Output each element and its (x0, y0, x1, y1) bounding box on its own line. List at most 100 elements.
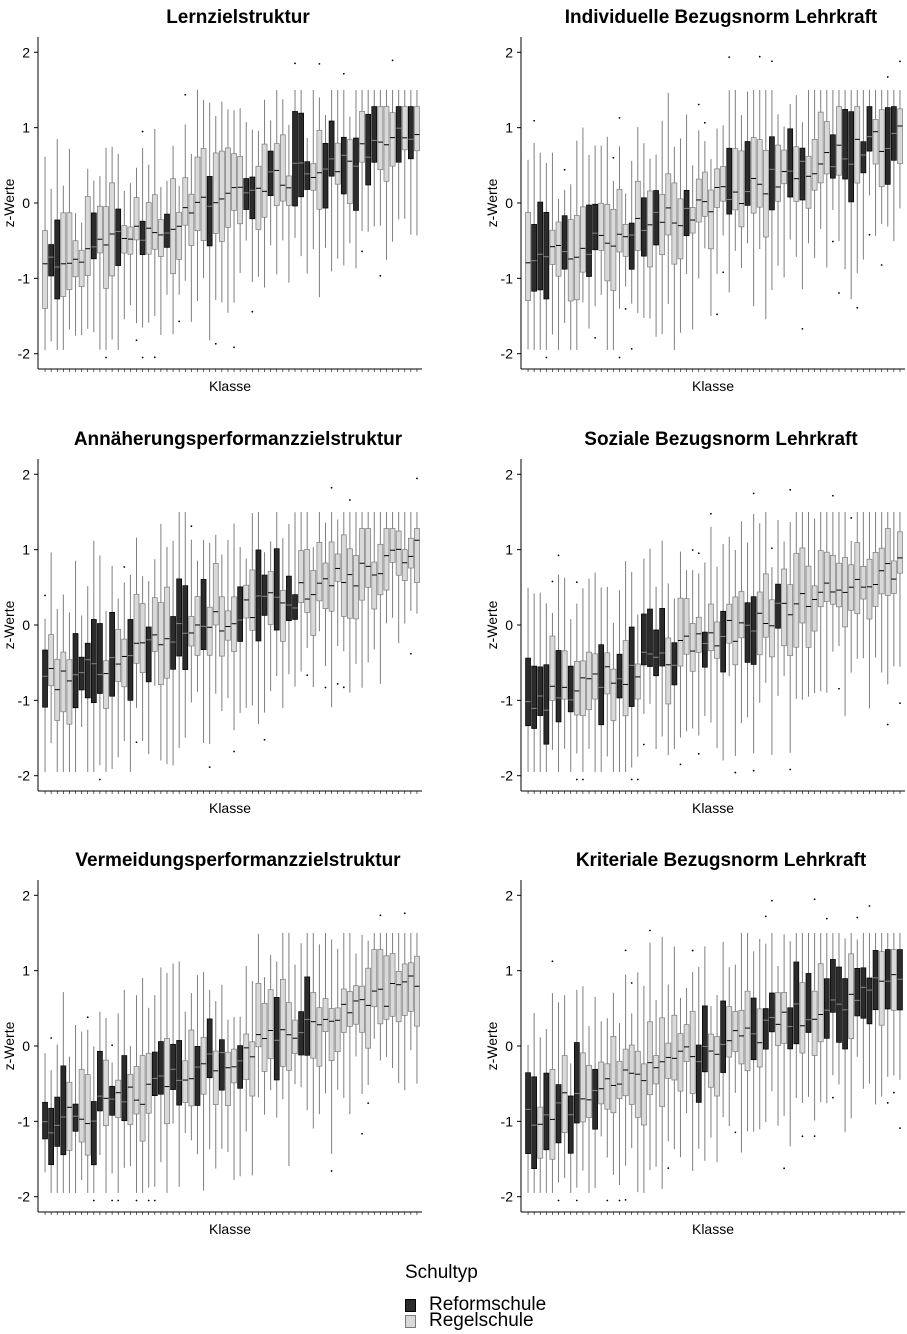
outlier-point (233, 346, 235, 349)
box-class-3 (54, 1044, 61, 1193)
box-class-15 (610, 992, 617, 1175)
box-regelschule (133, 197, 140, 241)
box-class-50 (823, 917, 830, 1104)
box-reformschule (744, 141, 751, 206)
box-regelschule (897, 531, 903, 574)
box-class-3 (54, 139, 61, 350)
box-class-7 (561, 577, 568, 749)
box-regelschule (401, 549, 408, 581)
outlier-point (86, 1016, 89, 1019)
box-class-12 (592, 572, 598, 772)
box-reformschule (353, 137, 359, 211)
box-reformschule (543, 664, 550, 745)
box-regelschule (775, 144, 781, 202)
box-regelschule (170, 178, 176, 275)
outlier-point (734, 1131, 737, 1134)
box-class-51 (347, 499, 353, 693)
box-class-19 (634, 614, 641, 781)
box-regelschule (401, 963, 408, 1016)
outlier-point (409, 652, 412, 655)
outlier-point (734, 771, 737, 774)
box-class-44 (304, 138, 311, 274)
box-class-42 (292, 62, 298, 238)
box-regelschule (634, 1050, 641, 1118)
box-class-48 (811, 898, 818, 1138)
box-class-28 (689, 949, 696, 1171)
box-class-36 (738, 932, 745, 1153)
box-class-55 (854, 511, 861, 659)
box-regelschule (738, 1009, 745, 1065)
box-class-30 (702, 946, 708, 1161)
box-class-17 (139, 130, 146, 359)
y-tick-label: 1 (22, 120, 30, 136)
box-regelschule (616, 1060, 623, 1099)
box-regelschule (279, 978, 286, 1067)
box-reformschule (799, 147, 806, 201)
box-regelschule (408, 537, 414, 569)
outlier-point (44, 594, 46, 597)
box-class-51 (830, 932, 836, 1099)
panel-title: Lernzielstruktur (166, 7, 310, 28)
box-class-8 (567, 184, 574, 350)
box-regelschule (78, 1069, 85, 1143)
box-class-53 (842, 511, 848, 717)
box-class-17 (139, 977, 146, 1193)
box-class-39 (273, 89, 280, 275)
box-class-23 (659, 936, 666, 1189)
outlier-point (111, 1199, 114, 1202)
box-class-54 (365, 940, 372, 1105)
outlier-point (838, 292, 840, 294)
box-class-59 (395, 511, 402, 644)
box-class-49 (817, 89, 824, 229)
box-class-30 (219, 101, 225, 303)
box-reformschule (769, 992, 775, 1033)
box-class-51 (347, 932, 353, 1115)
box-regelschule (689, 623, 696, 672)
box-class-38 (267, 120, 274, 246)
outlier-point (416, 477, 418, 480)
box-class-45 (793, 95, 800, 257)
box-regelschule (310, 570, 317, 636)
box-class-23 (176, 185, 183, 323)
box-reformschule (54, 1096, 61, 1147)
box-regelschule (316, 542, 323, 602)
box-class-21 (647, 548, 653, 704)
box-class-11 (586, 154, 592, 329)
outlier-point (557, 554, 560, 557)
box-class-13 (598, 145, 605, 295)
outlier-point (575, 581, 578, 584)
box-class-39 (756, 523, 763, 703)
box-regelschule (243, 584, 250, 619)
box-reformschule (194, 1046, 201, 1106)
box-regelschule (194, 596, 201, 656)
box-regelschule (231, 153, 237, 211)
box-reformschule (860, 967, 867, 1019)
box-class-25 (671, 598, 678, 749)
box-regelschule (580, 206, 586, 273)
box-class-33 (237, 108, 243, 273)
box-class-39 (273, 511, 280, 677)
box-class-47 (322, 932, 329, 1094)
box-regelschule (328, 541, 335, 612)
box-class-12 (592, 145, 598, 339)
box-regelschule (200, 148, 207, 241)
box-class-28 (206, 102, 213, 341)
box-class-22 (653, 154, 659, 337)
box-class-42 (775, 114, 781, 266)
box-class-29 (695, 103, 702, 279)
box-class-41 (286, 523, 292, 675)
box-regelschule (762, 573, 769, 638)
y-tick-label: 1 (505, 120, 513, 136)
box-class-36 (255, 511, 262, 725)
box-regelschule (683, 598, 690, 655)
box-class-6 (72, 560, 79, 772)
box-class-62 (897, 511, 903, 705)
box-class-17 (622, 949, 629, 1201)
box-class-47 (322, 522, 329, 689)
box-class-1 (525, 159, 531, 350)
box-regelschule (194, 156, 201, 232)
box-regelschule (695, 616, 702, 653)
box-class-6 (555, 554, 562, 772)
legend-label-reformschule: Reformschule (429, 1294, 547, 1315)
y-tick-label: 2 (505, 44, 513, 60)
